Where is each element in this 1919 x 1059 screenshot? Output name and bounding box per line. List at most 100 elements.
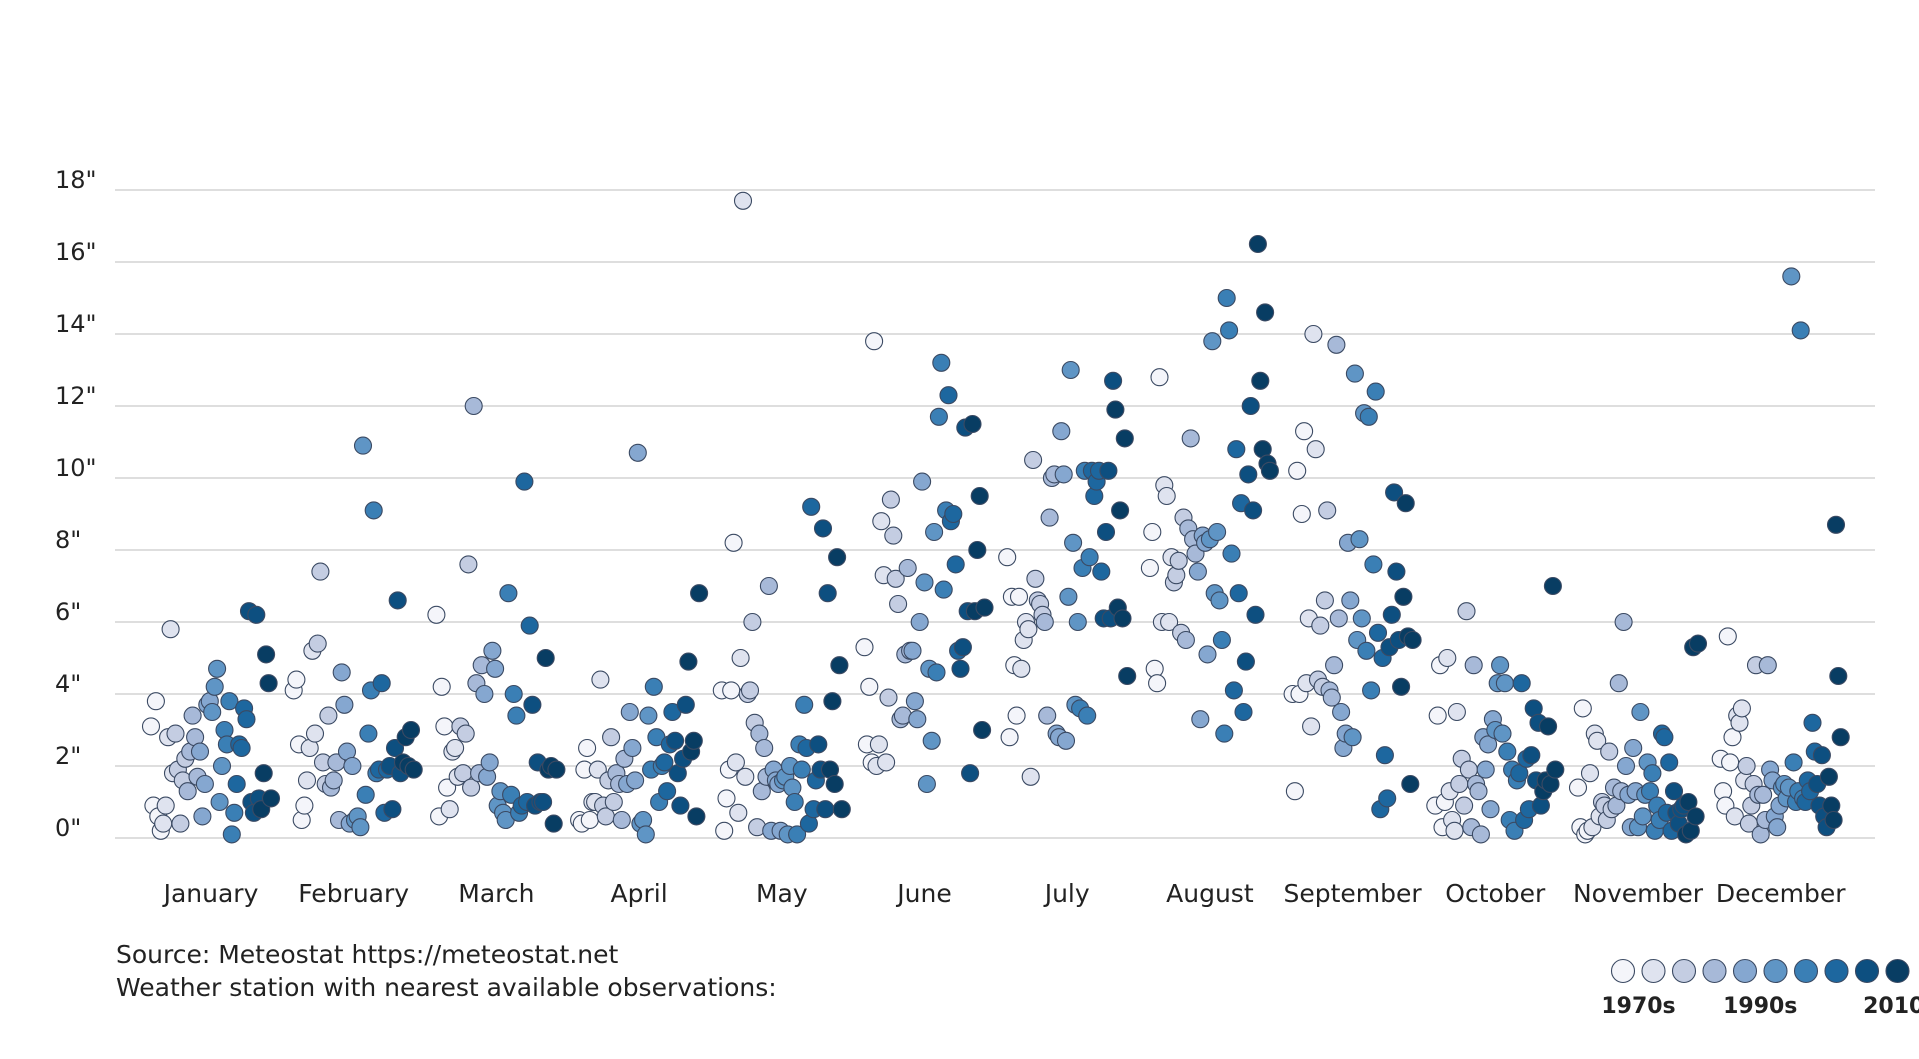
data-point (1251, 371, 1270, 390)
data-point (1150, 368, 1169, 387)
data-point (324, 771, 343, 790)
data-point (459, 555, 478, 574)
data-point (319, 706, 338, 725)
data-point (1812, 746, 1831, 765)
data-point (1188, 562, 1207, 581)
data-point (865, 332, 884, 351)
data-point (1782, 267, 1801, 286)
data-point (332, 663, 351, 682)
legend-swatch (1671, 958, 1697, 984)
data-point (261, 789, 281, 808)
data-point (963, 414, 982, 434)
x-tick-label: February (298, 879, 409, 908)
data-point (1546, 760, 1565, 779)
data-point (676, 695, 695, 714)
data-point (860, 677, 879, 696)
y-axis-tick-labels: 0" 2" 4" 6" 8" 10" 12" 14" 16" 18" (55, 166, 97, 842)
data-point (1368, 623, 1388, 642)
data-point (759, 576, 778, 596)
data-point (1457, 602, 1476, 621)
data-point (743, 612, 762, 632)
data-point (1479, 735, 1498, 754)
data-point (1396, 494, 1415, 513)
data-point (166, 724, 185, 743)
data-point (644, 677, 663, 696)
data-point (1115, 429, 1134, 448)
legend-label: 1990s (1723, 994, 1797, 1019)
data-point (1160, 612, 1179, 632)
data-point (828, 548, 847, 567)
data-point (432, 677, 451, 696)
data-point (1256, 303, 1275, 322)
source-note: Source: Meteostat https://meteostat.net (116, 940, 619, 969)
data-point (1375, 746, 1394, 765)
data-point (1758, 656, 1777, 675)
data-point (1056, 731, 1076, 750)
data-point (636, 825, 655, 844)
data-point (1021, 767, 1040, 786)
data-point (1191, 710, 1210, 729)
data-point (1208, 522, 1227, 542)
data-point (729, 803, 748, 822)
data-point (1157, 486, 1176, 506)
data-point (1341, 591, 1360, 610)
data-point (483, 641, 502, 660)
data-point (1450, 774, 1469, 794)
data-point (1295, 422, 1314, 441)
data-point (1176, 630, 1195, 650)
data-point (287, 670, 306, 689)
legend-label: 2010s (1863, 994, 1919, 1019)
x-tick-label: December (1716, 879, 1846, 908)
data-point (898, 558, 917, 578)
legend-swatch (1702, 958, 1727, 984)
data-point (1350, 530, 1369, 549)
data-point (724, 533, 743, 552)
data-point (1096, 522, 1116, 542)
data-point (146, 692, 165, 711)
data-point (1315, 591, 1334, 610)
data-point (910, 612, 929, 632)
data-point (903, 641, 922, 660)
data-point (388, 591, 407, 610)
data-point (604, 792, 623, 812)
data-point (1143, 522, 1162, 542)
data-point (1026, 569, 1045, 588)
data-point (913, 472, 932, 491)
data-point (1539, 717, 1558, 736)
y-tick-label: 12" (55, 382, 97, 410)
data-point (925, 522, 944, 542)
data-point (311, 562, 330, 581)
data-point (1588, 731, 1607, 750)
data-point (1464, 656, 1483, 675)
data-point (733, 191, 753, 210)
data-point (1803, 713, 1822, 732)
data-point (578, 738, 597, 758)
data-point (259, 674, 278, 693)
data-point (385, 738, 405, 758)
data-point (908, 710, 927, 729)
data-point (1246, 605, 1265, 624)
data-point (944, 504, 963, 524)
data-point (1831, 728, 1850, 747)
x-tick-label: September (1284, 879, 1423, 908)
data-point (1640, 782, 1660, 801)
data-point (684, 731, 703, 750)
data-point (1455, 796, 1474, 815)
data-point (446, 738, 465, 758)
data-point (401, 720, 421, 740)
data-point (1387, 562, 1406, 581)
data-point (1600, 742, 1619, 761)
data-point (671, 796, 690, 815)
data-point (1040, 508, 1059, 527)
y-tick-label: 16" (55, 238, 97, 266)
data-point (156, 796, 175, 815)
station-note: Weather station with nearest available o… (116, 973, 777, 1002)
data-point (1392, 677, 1411, 696)
data-point (1631, 702, 1650, 722)
data-point (1229, 584, 1248, 603)
data-point (523, 695, 542, 714)
data-point (946, 555, 965, 574)
data-point (1304, 324, 1323, 344)
data-point (1784, 753, 1803, 772)
data-point (1222, 544, 1241, 563)
